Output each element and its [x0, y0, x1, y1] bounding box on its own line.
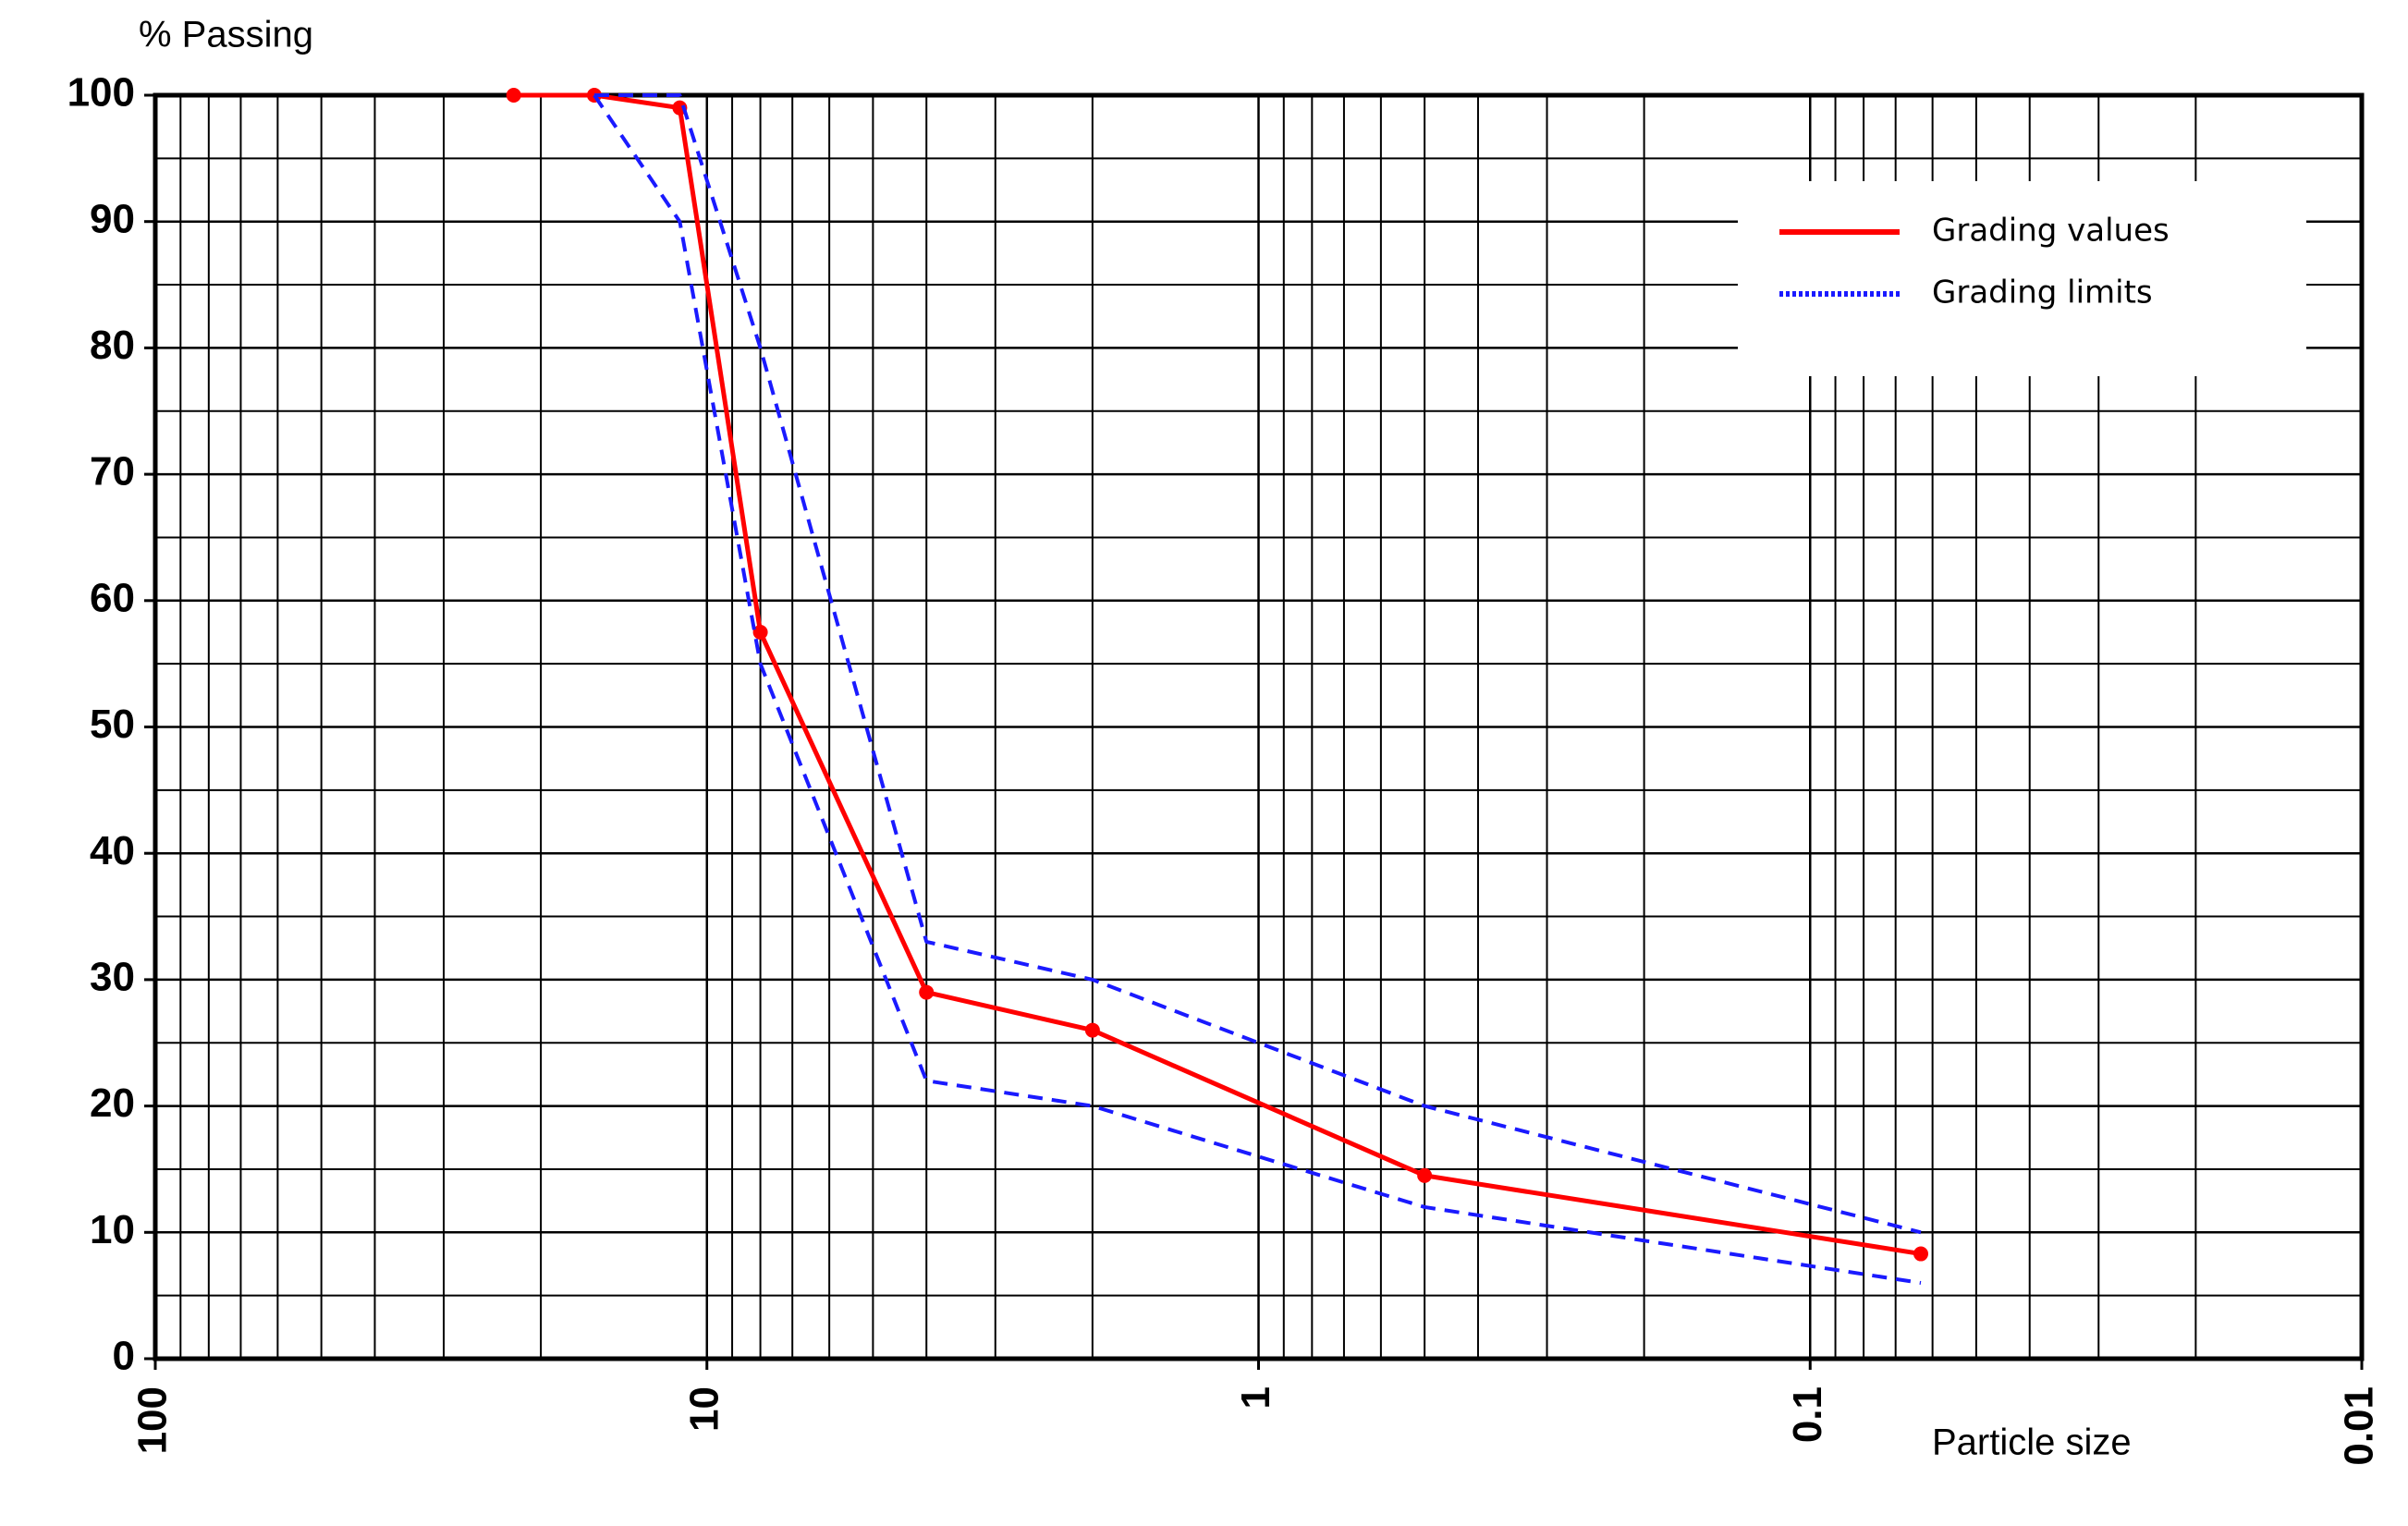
x-axis-label: Particle size: [1932, 1422, 2132, 1463]
data-point: [1084, 1022, 1100, 1038]
legend-label: Grading values: [1932, 213, 2170, 250]
legend-label: Grading limits: [1932, 275, 2153, 311]
data-point: [506, 88, 521, 103]
y-tick-label: 40: [90, 828, 135, 873]
x-tick-label: 0.1: [1785, 1386, 1830, 1443]
y-tick-label: 20: [90, 1080, 135, 1126]
y-tick-label: 70: [90, 449, 135, 494]
y-tick-label: 100: [67, 70, 135, 116]
data-point: [919, 984, 935, 1000]
y-tick-label: 50: [90, 702, 135, 747]
x-tick-label: 10: [681, 1386, 727, 1432]
plot-frame: [153, 92, 2365, 1361]
data-line: [513, 92, 1922, 1257]
y-tick-label: 80: [90, 323, 135, 368]
y-tick-label: 60: [90, 575, 135, 620]
y-tick-label: 90: [90, 196, 135, 241]
data-point: [752, 624, 768, 640]
legend-background: [1738, 181, 2306, 376]
data-line: [593, 93, 1922, 1285]
data-point: [1913, 1246, 1928, 1262]
x-tick-label: 1: [1233, 1386, 1278, 1409]
data-point: [1417, 1167, 1433, 1183]
y-tick-label: 30: [90, 955, 135, 1000]
y-axis-label: % Passing: [139, 15, 313, 55]
y-tick-label: 0: [113, 1334, 135, 1379]
y-tick-label: 10: [90, 1207, 135, 1252]
x-tick-label: 0.01: [2337, 1386, 2382, 1466]
x-tick-label: 100: [130, 1386, 176, 1454]
data-line: [593, 93, 1922, 1235]
